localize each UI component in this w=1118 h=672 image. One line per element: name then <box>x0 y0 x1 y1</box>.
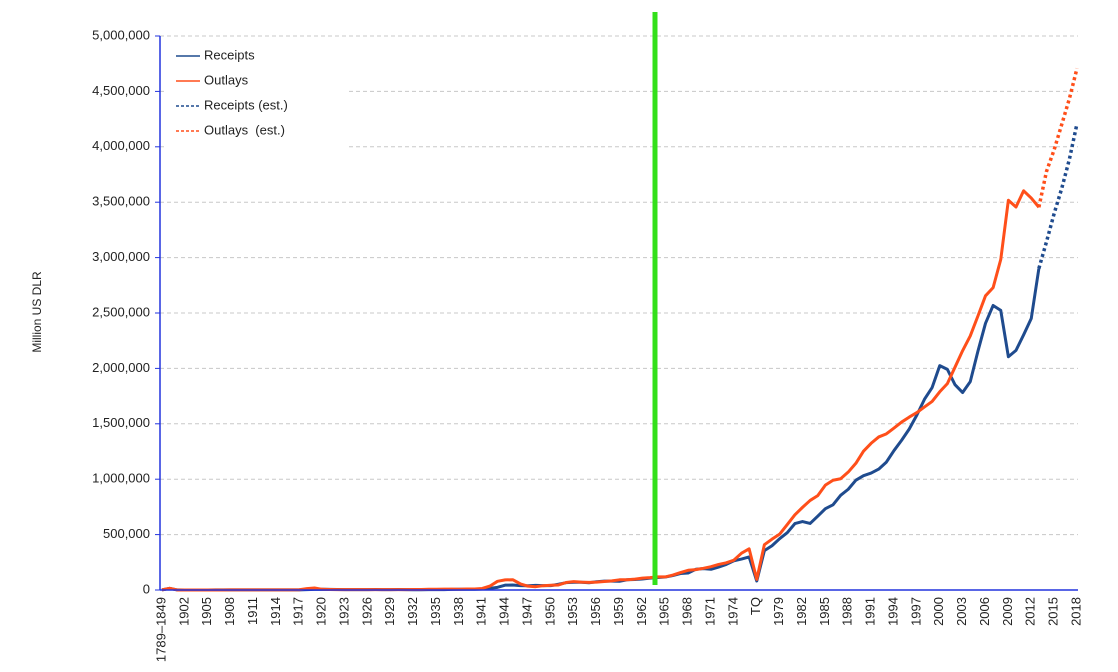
x-tick-label: 1911 <box>245 597 260 625</box>
x-tick-label: 1938 <box>451 597 466 626</box>
x-tick-label: 1917 <box>291 597 306 626</box>
legend-label: Receipts (est.) <box>204 97 288 112</box>
x-tick-label: 1902 <box>176 597 191 626</box>
y-tick-label: 500,000 <box>103 526 150 541</box>
x-tick-label: 1953 <box>565 597 580 626</box>
x-tick-label: 1959 <box>611 597 626 626</box>
x-tick-label: 1923 <box>336 597 351 626</box>
legend: Receipts Outlays Receipts (est.) Outlays (e… <box>166 40 348 148</box>
legend-label: Outlays <box>204 72 249 87</box>
x-tick-label: 2018 <box>1068 597 1083 626</box>
x-tick-label: 1971 <box>702 597 717 626</box>
x-tick-label: 1905 <box>199 597 214 626</box>
series-line <box>1037 67 1079 208</box>
y-axis-label: Million US DLR <box>30 271 44 353</box>
series-line <box>161 268 1041 592</box>
x-tick-label: 1929 <box>382 597 397 626</box>
x-tick-label: 1991 <box>863 597 878 626</box>
series-line <box>1037 123 1079 269</box>
legend-label: Outlays (est.) <box>204 122 285 137</box>
x-tick-label: 1988 <box>840 597 855 626</box>
legend-label: Receipts <box>204 47 255 62</box>
x-tick-label: 2009 <box>1000 597 1015 626</box>
x-tick-label: 2015 <box>1046 597 1061 626</box>
x-tick-label: 1979 <box>771 597 786 626</box>
x-tick-label: 1920 <box>314 597 329 626</box>
x-tick-label: 1908 <box>222 597 237 626</box>
x-tick-label: 1994 <box>885 597 900 626</box>
x-tick-label: 1968 <box>680 597 695 626</box>
x-tick-label: 1956 <box>588 597 603 626</box>
x-tick-label: 2012 <box>1023 597 1038 626</box>
legend-box <box>166 40 348 148</box>
x-tick-label: 1914 <box>268 597 283 626</box>
series-line <box>161 189 1041 592</box>
x-tick-label: 2006 <box>977 597 992 626</box>
x-tick-label: 1997 <box>908 597 923 626</box>
x-tick-label: 1932 <box>405 597 420 626</box>
x-tick-label: 1950 <box>542 597 557 626</box>
y-tick-label: 0 <box>143 581 150 596</box>
y-tick-label: 2,000,000 <box>92 360 150 375</box>
x-tick-label: 1935 <box>428 597 443 626</box>
y-tick-label: 1,000,000 <box>92 471 150 486</box>
y-tick-label: 4,000,000 <box>92 138 150 153</box>
x-tick-label: 2000 <box>931 597 946 626</box>
y-tick-label: 4,500,000 <box>92 83 150 98</box>
x-tick-label: 1985 <box>817 597 832 626</box>
x-tick-label: 1974 <box>725 597 740 626</box>
x-tick-label: 1947 <box>519 597 534 626</box>
x-tick-label: 2003 <box>954 597 969 626</box>
y-tick-label: 5,000,000 <box>92 27 150 42</box>
y-tick-label: 2,500,000 <box>92 304 150 319</box>
x-tick-label: 1789–1849 <box>153 597 168 662</box>
x-tick-label: 1965 <box>657 597 672 626</box>
x-tick-label: 1941 <box>474 597 489 626</box>
x-tick-label: 1982 <box>794 597 809 626</box>
x-tick-label: 1926 <box>359 597 374 626</box>
x-tick-label: TQ <box>748 597 763 615</box>
y-tick-label: 3,500,000 <box>92 194 150 209</box>
y-tick-label: 3,000,000 <box>92 249 150 264</box>
y-tick-label: 1,500,000 <box>92 415 150 430</box>
x-tick-label: 1944 <box>497 597 512 626</box>
grid <box>155 35 1078 591</box>
x-tick-label: 1962 <box>634 597 649 626</box>
